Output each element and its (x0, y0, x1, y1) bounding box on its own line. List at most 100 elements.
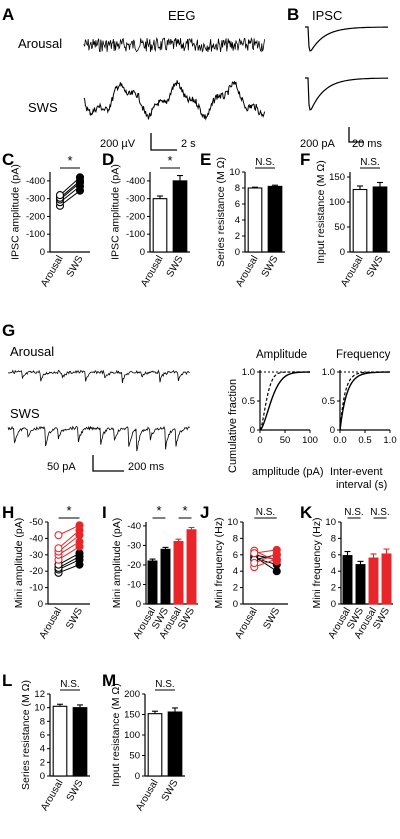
panel-label-a: A (2, 5, 14, 24)
significance-label: N.S. (255, 157, 274, 168)
bar (355, 564, 366, 605)
bar (368, 557, 379, 605)
y-tick-label: 6 (40, 730, 45, 741)
ipsc-trace-arousal (305, 26, 388, 52)
point-sws (75, 537, 84, 546)
ipsc-trace-sws (305, 77, 388, 111)
panel-label-h: H (2, 503, 14, 522)
panel-label-l: L (2, 671, 12, 690)
mini-scale-current: 50 pA (47, 461, 76, 473)
eeg-trace-sws (83, 80, 266, 121)
panel-label-e: E (200, 150, 211, 169)
y-tick-label: -20 (29, 566, 43, 577)
panel-label-d: D (102, 150, 114, 169)
y-axis-label: Series resistance (M Ω) (215, 157, 227, 267)
significance-label: * (67, 153, 72, 168)
bar (173, 540, 184, 605)
significance-label: * (156, 503, 161, 518)
cdf-y-tick-label: 1.0 (322, 367, 335, 378)
bar (186, 529, 197, 605)
y-axis-label: Series resistance (M Ω) (20, 680, 32, 790)
y-tick-label: -10 (127, 579, 141, 590)
y-tick-label: -100 (126, 229, 145, 240)
significance-label: N.S. (60, 679, 79, 690)
category-label: SWS (64, 606, 85, 632)
cdf-x-tick-label: 0.5 (358, 435, 371, 446)
bar (160, 548, 171, 605)
mini-trace-sws (7, 425, 190, 452)
y-tick-label: -200 (126, 211, 145, 222)
eeg-trace-arousal (83, 36, 265, 53)
pair-line (58, 529, 80, 549)
ipsc-scale-bar (348, 127, 364, 143)
cdf-y-tick-label: 0.5 (242, 396, 255, 407)
category-label: SWS (261, 606, 282, 632)
panel-label-k: K (300, 503, 313, 522)
point-sws (75, 173, 85, 182)
y-tick-label: 6 (233, 550, 238, 561)
significance-label: * (167, 153, 172, 168)
category-label: Arousal (339, 254, 365, 289)
category-label: SWS (260, 254, 281, 280)
y-tick-label: 0 (233, 599, 238, 610)
cdf-y-label: Cumulative fraction (227, 379, 239, 473)
point-arousal (54, 531, 63, 540)
category-label: Arousal (139, 254, 165, 289)
y-tick-label: 50 (129, 751, 140, 762)
y-tick-label: -20 (127, 560, 141, 571)
bar (152, 198, 168, 253)
category-label: SWS (365, 254, 386, 280)
mini-scale-time: 200 ms (128, 461, 165, 473)
y-tick-label: -10 (29, 583, 43, 594)
point-arousal (250, 549, 259, 558)
panel-label-c: C (2, 150, 14, 169)
y-tick-label: 0 (136, 599, 141, 610)
y-tick-label: -200 (26, 211, 45, 222)
amp-x-label: amplitude (pA) (252, 466, 324, 478)
eeg-row-arousal: Arousal (18, 36, 62, 51)
y-tick-label: -50 (29, 517, 43, 528)
cdf-x-tick-label: 50 (280, 435, 291, 446)
category-label: SWS (160, 778, 181, 804)
y-tick-label: 0 (331, 599, 336, 610)
mini-scale-bar (92, 455, 124, 472)
y-tick-label: 12 (34, 689, 45, 700)
bar (172, 180, 188, 253)
bar (342, 555, 353, 605)
y-tick-label: 4 (233, 566, 238, 577)
point-arousal (250, 558, 259, 568)
amp-cdf-plot: 0 0.5 1.0 0 50 100 (242, 367, 318, 446)
pair-line (59, 176, 81, 196)
mini-trace-arousal (7, 369, 190, 383)
significance-label: N.S. (256, 507, 275, 518)
category-label: Arousal (234, 254, 260, 289)
category-label: SWS (65, 778, 86, 804)
point-sws (272, 549, 281, 559)
panel-label-m: M (102, 671, 116, 690)
y-axis-label: Mini frequency (Hz) (213, 517, 225, 608)
freq-cdf-title: Frequency (336, 349, 391, 361)
y-tick-label: 2 (40, 757, 45, 768)
eeg-scale-time: 2 s (181, 138, 196, 150)
freq-cdf-plot: 0 0.5 1.0 0.0 0.5 1.0 (322, 367, 397, 446)
y-axis-label: IPSC amplitude (pA) (9, 164, 21, 260)
cdf-x-tick-label: 0.0 (333, 435, 346, 446)
cdf-x-tick-label: 0 (257, 435, 262, 446)
ipsc-scale-current: 200 pA (300, 138, 336, 150)
panel-label-b: B (287, 5, 299, 24)
y-tick-label: 6 (235, 199, 240, 210)
y-tick-label: -30 (127, 540, 141, 551)
point-arousal (54, 544, 63, 553)
bar (167, 711, 183, 777)
y-tick-label: -300 (126, 194, 145, 205)
eeg-scale-bar (150, 133, 177, 151)
y-tick-label: -40 (127, 521, 141, 532)
significance-label: N.S. (155, 679, 174, 690)
cdf-y-tick-label: 0 (330, 425, 335, 436)
eeg-title: EEG (168, 8, 195, 23)
point-sws (272, 567, 281, 576)
significance-label: N.S. (344, 507, 363, 518)
